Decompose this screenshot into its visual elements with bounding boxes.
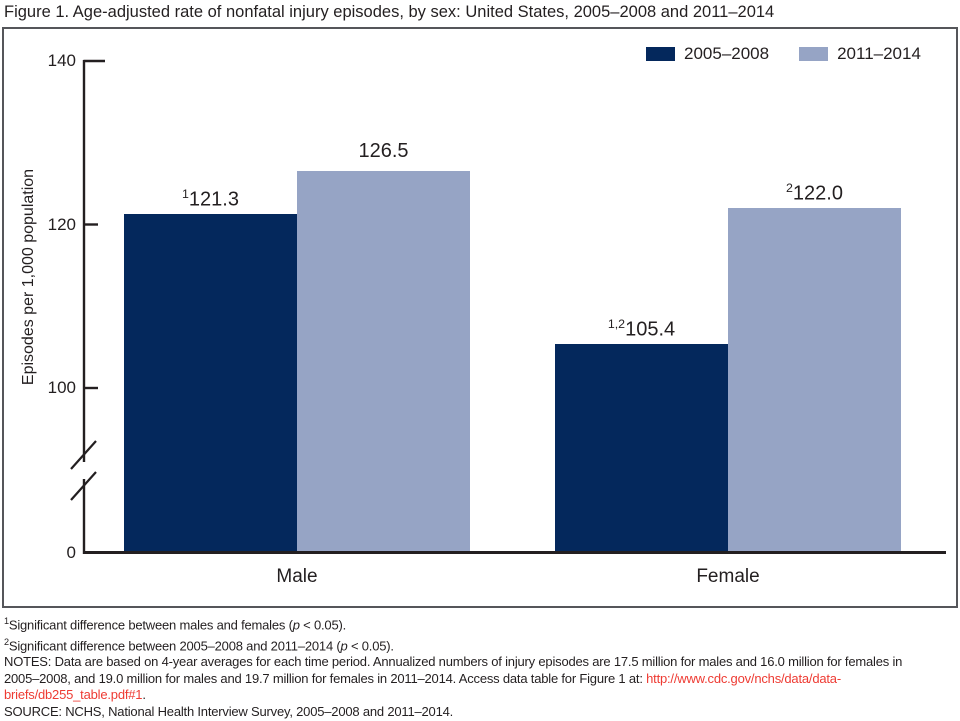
footnote-text: < 0.05). bbox=[299, 617, 347, 633]
legend-label: 2005–2008 bbox=[684, 44, 770, 63]
notes-line-3: briefs/db255_table.pdf#1. bbox=[4, 687, 958, 703]
axis-break-slash-lower bbox=[70, 471, 97, 501]
y-tick-marks bbox=[83, 59, 105, 390]
y-tick-label: 140 bbox=[47, 51, 76, 70]
data-table-link[interactable]: briefs/db255_table.pdf#1 bbox=[4, 687, 143, 703]
bar-value-label: 2122.0 bbox=[786, 181, 843, 205]
footnote-text: . bbox=[142, 687, 146, 703]
footnote-text: SOURCE: NCHS, National Health Interview … bbox=[4, 703, 454, 719]
footnote-text: 2005–2008, and 19.0 million for males an… bbox=[4, 670, 647, 686]
y-tick-label: 100 bbox=[47, 378, 76, 397]
footnote-text: < 0.05). bbox=[347, 638, 394, 654]
footnote-text: NOTES: Data are based on 4-year averages… bbox=[4, 654, 903, 670]
bar-value-label: 126.5 bbox=[358, 140, 409, 163]
x-category-label-male: Male bbox=[276, 566, 318, 587]
footnote-text: Significant difference between males and… bbox=[8, 617, 293, 633]
y-tick-label: 0 bbox=[66, 543, 76, 562]
bar-value-label: 1,2105.4 bbox=[607, 316, 676, 341]
bar-value-label: 1121.3 bbox=[182, 186, 239, 211]
legend-item: 2011–2014 bbox=[799, 44, 921, 64]
notes-line-1: NOTES: Data are based on 4-year averages… bbox=[4, 654, 958, 670]
legend: 2005–2008 2011–2014 bbox=[646, 44, 921, 64]
footnote-2: 2Significant difference between 2005–200… bbox=[4, 634, 958, 655]
footnote-text: Significant difference between 2005–2008… bbox=[8, 638, 341, 654]
axis-break-slash-upper bbox=[70, 440, 97, 470]
x-category-label-female: Female bbox=[696, 566, 760, 587]
bar-female-2005-2008 bbox=[555, 343, 728, 553]
notes-line-2: 2005–2008, and 19.0 million for males an… bbox=[4, 671, 958, 687]
footnote-text: p bbox=[292, 617, 300, 633]
legend-swatch bbox=[799, 47, 829, 61]
footnote-text: 1 bbox=[4, 616, 9, 626]
footnote-text: p bbox=[340, 638, 348, 654]
bar-male-2005-2008 bbox=[124, 213, 297, 553]
data-table-link[interactable]: http://www.cdc.gov/nchs/data/data- bbox=[646, 670, 841, 686]
figure-title: Figure 1. Age-adjusted rate of nonfatal … bbox=[4, 3, 775, 21]
bar-chart: 1121.3 1,2105.4 126.5 2122.0 0 100 120 140 Male F… bbox=[20, 44, 946, 587]
footnote-1: 1Significant difference between males an… bbox=[4, 613, 958, 634]
bar-male-2011-2014 bbox=[297, 171, 470, 553]
legend-swatch bbox=[646, 47, 675, 61]
footnotes: 1Significant difference between males an… bbox=[4, 613, 958, 720]
y-axis-title: Episodes per 1,000 population bbox=[20, 168, 37, 386]
legend-item: 2005–2008 bbox=[646, 44, 769, 64]
source-line: SOURCE: NCHS, National Health Interview … bbox=[4, 704, 958, 720]
bar-female-2011-2014 bbox=[728, 208, 901, 553]
y-tick-label: 120 bbox=[47, 214, 76, 234]
legend-label: 2011–2014 bbox=[837, 44, 921, 63]
footnote-text: 2 bbox=[4, 636, 9, 647]
